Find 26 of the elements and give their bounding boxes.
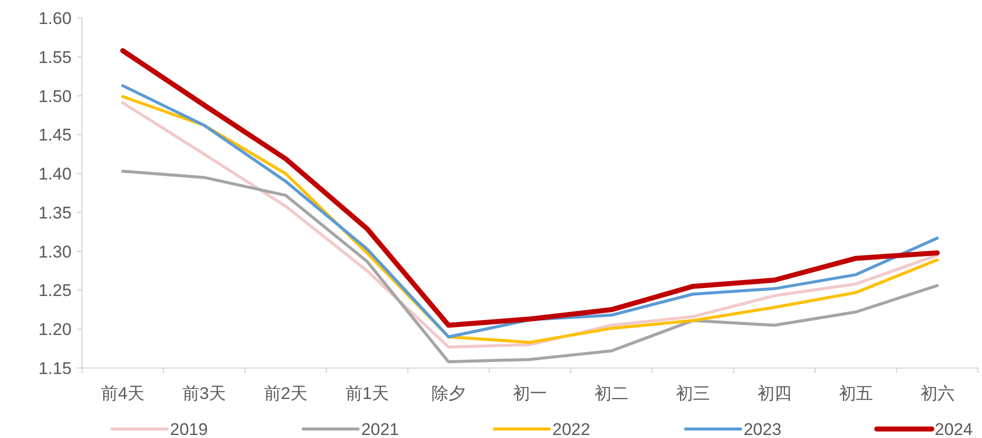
x-tick-label: 初二: [594, 384, 628, 403]
legend-label: 2019: [170, 420, 208, 438]
x-tick-label: 初一: [513, 384, 547, 403]
x-tick-label: 前3天: [182, 384, 226, 403]
x-tick-label: 初六: [920, 384, 954, 403]
y-tick-label: 1.35: [38, 203, 72, 222]
x-tick-label: 除夕: [432, 384, 466, 403]
y-tick-label: 1.55: [38, 48, 72, 67]
x-tick-label: 初五: [838, 384, 873, 403]
legend-label: 2021: [361, 420, 400, 438]
y-tick-label: 1.30: [38, 242, 72, 262]
y-tick-label: 1.15: [38, 359, 72, 378]
legend-label: 2022: [552, 420, 590, 438]
x-tick-label: 前4天: [100, 384, 144, 403]
y-tick-label: 1.40: [38, 164, 72, 184]
legend-label: 2024: [934, 420, 973, 438]
y-tick-label: 1.45: [38, 126, 72, 145]
x-tick-label: 初三: [676, 384, 710, 403]
legend-label: 2023: [744, 420, 782, 438]
y-tick-label: 1.20: [38, 320, 72, 340]
y-tick-label: 1.60: [38, 9, 72, 28]
y-tick-label: 1.25: [38, 281, 72, 300]
x-tick-label: 前1天: [345, 384, 389, 403]
x-tick-label: 初四: [757, 384, 792, 403]
y-tick-label: 1.50: [38, 86, 72, 106]
x-tick-label: 前2天: [264, 384, 308, 403]
